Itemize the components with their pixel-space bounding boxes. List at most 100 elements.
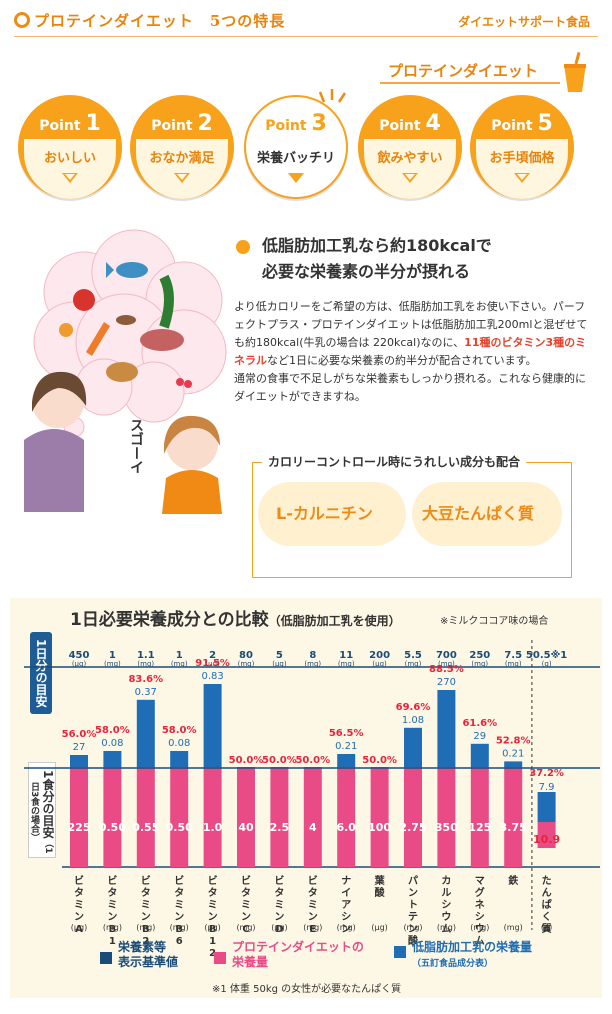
daily-value-unit: (g) [542,660,552,668]
category-label: ム [441,923,451,935]
category-label: ミ [308,899,318,911]
category-label: シ [341,911,351,923]
category-label: 2 [142,936,149,947]
protein-bar [170,767,189,867]
header-bullet-icon [14,12,30,28]
category-label: B [175,924,183,935]
protein-bar [470,767,489,867]
strawberry-icon [176,378,184,386]
category-label: ン [308,912,318,923]
category-label: ミ [208,899,218,911]
category-label: 鉄 [508,874,518,887]
category-unit: (mg) [504,923,523,932]
category-label: ア [341,899,351,911]
protein-bar [237,767,255,867]
point-label: 栄養バッチリ [256,151,335,166]
category-label: マ [475,876,485,887]
protein-value-label: 1.0 [203,821,223,834]
category-label: ン [408,888,418,899]
milk-value-label: 270 [437,677,456,688]
body-text-1: より低カロリーをご希望の方は、低脂肪加工乳をお使い下さい。パーフェクトプラス・プ… [234,300,588,349]
category-label: ウ [475,923,485,935]
category-label: シ [441,899,451,911]
milk-bar [537,792,556,822]
protein-value-label: 4 [309,821,317,834]
badge-carnitine: L-カルニチン [276,504,373,523]
legend-protein-line1: プロテインダイエットの [232,940,364,954]
legend-milk-line1: 低脂肪加工乳の栄養量 [412,940,533,954]
category-label: ビ [274,874,284,887]
category-label: タ [208,887,218,899]
body-text-2: など1日に必要な栄養素の約半分が配合されています。 [267,354,537,367]
daily-value-label: 5 [276,650,283,661]
legend-swatch-milk [394,946,406,958]
category-label: ミ [174,899,184,911]
category-unit: (mg) [170,923,189,932]
daily-value-unit: (mg) [471,660,488,668]
category-unit: (mg) [337,923,356,932]
greens-icon [159,274,174,329]
daily-value-label: 5.5 [404,650,422,661]
category-label: D [275,924,283,935]
daily-value-label: 200 [369,650,390,661]
milk-bar [203,684,222,767]
tab-point-4[interactable]: Point 4 飲みやすい [358,95,462,199]
point-word: Point [265,118,307,134]
protein-value-label: 0.55 [132,821,159,834]
protein-value-label: 3.75 [500,821,527,834]
category-unit: (mg) [136,923,155,932]
percent-label: 50.0% [262,755,297,766]
legend-protein: プロテインダイエットの 栄養量 [232,940,364,970]
woman-left [24,371,87,512]
point-number: 3 [311,111,327,136]
daily-value-unit: (mg) [238,660,255,668]
percent-label: 83.6% [128,674,163,685]
protein-bar [203,767,222,867]
category-unit: (mg) [103,923,122,932]
category-label: 2 [209,948,216,959]
speech-text: スゴーイ [128,418,144,474]
milk-value-label: 0.83 [201,671,223,682]
legend-milk: 低脂肪加工乳の栄養量 （五訂食品成分表） [412,940,532,972]
category-label: 酸 [408,934,419,947]
milk-bar [404,727,422,767]
category-label: ぱ [542,898,552,911]
tab-point-2[interactable]: Point 2 おなか満足 [130,95,234,199]
daily-value-unit: (mg) [505,660,522,668]
point-word: Point [39,118,81,134]
category-label: タ [74,887,84,899]
category-unit: (μg) [371,923,387,932]
category-label: パ [408,875,418,887]
protein-bar [136,767,155,867]
protein-value-label: 0.50 [99,821,126,834]
category-label: ビ [141,874,151,887]
category-label: タ [107,887,117,899]
milk-value-label: 0.21 [335,741,357,752]
protein-bar [370,767,389,867]
tab-point-5[interactable]: Point 5 お手頃価格 [470,95,574,199]
category-label: タ [308,887,318,899]
category-label: カ [441,875,451,887]
protein-value-label: 10.9 [533,833,560,846]
percent-label: 52.8% [496,735,531,746]
body-text-3: 通常の食事で不足しがちな栄養素もしっかり摂れる。これなら健康的にダイエットができ… [234,372,586,403]
chart-note: ※ミルクココア味の場合 [440,616,549,627]
percent-label: 56.5% [329,728,364,739]
daily-value-unit: (μg) [272,660,287,668]
protein-value-label: 2.5 [270,821,290,834]
milk-value-label: 0.37 [135,687,157,698]
legend-protein-line2: 栄養量 [232,955,269,969]
point-word: Point [151,118,193,134]
point-label: おいしい [43,151,96,166]
milk-bar [136,699,155,767]
section-headline: 低脂肪加工乳なら約180kcalで [262,236,492,255]
tab-point-3[interactable]: Point 3 栄養バッチリ [244,95,348,199]
brand-underline [380,82,560,84]
daily-value-label: 11 [339,650,353,661]
protein-bar [537,822,556,848]
tab-point-1[interactable]: Point 1 おいしい [18,95,122,199]
legend-swatch-protein [214,952,226,964]
protein-value-label: 2.75 [399,821,426,834]
category-unit: (μg) [71,923,87,932]
